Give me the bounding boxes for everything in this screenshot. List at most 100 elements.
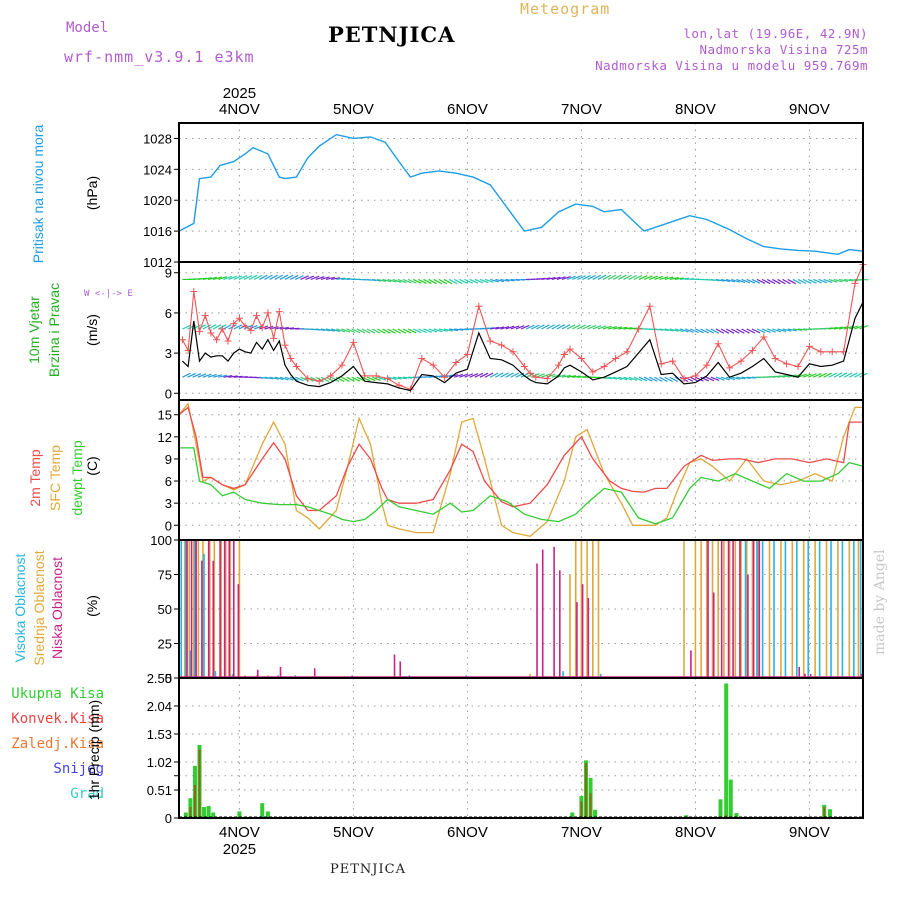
wind-arrow: [710, 278, 720, 282]
date-label-bottom: 9NOV: [789, 824, 830, 841]
wind-arrow: [767, 328, 776, 333]
y-tick-label: 6: [165, 306, 172, 321]
wind-arrow: [264, 325, 274, 330]
wind-arrow: [546, 276, 556, 281]
wind-gust-marker: [805, 342, 813, 350]
y-tick-label: 15: [158, 408, 172, 423]
wind-arrow: [479, 278, 489, 284]
wind-arrow: [623, 274, 632, 280]
y-tick-label: 75: [158, 568, 172, 583]
y-tick-label: 0: [165, 811, 172, 826]
date-label-bottom: 8NOV: [675, 824, 716, 841]
wind-arrow: [643, 275, 653, 280]
wind-gust-marker: [851, 279, 859, 287]
wind-arrow: [387, 376, 397, 380]
pressure-line: [178, 133, 864, 256]
wind-arrow: [849, 325, 859, 330]
wind-arrow: [510, 325, 520, 330]
wind-gust-marker: [475, 302, 483, 310]
wind-gust-marker: [783, 360, 791, 368]
y-tick-label: 1.53: [147, 727, 172, 742]
wind-arrow: [582, 324, 591, 330]
wind-gust-marker: [418, 354, 426, 362]
wind-arrow: [756, 278, 766, 284]
wind-arrow: [710, 328, 720, 334]
wind-arrow: [618, 376, 628, 381]
wind-gust-marker: [281, 341, 289, 349]
temp-2m-line: [178, 406, 863, 512]
precip-total-bar: [202, 807, 207, 818]
wind-arrow: [674, 277, 684, 281]
wind-arrow: [782, 278, 791, 285]
wind-arrow: [372, 278, 382, 282]
wind-gust-marker: [486, 337, 494, 345]
wind-arrow: [402, 376, 413, 379]
wind-arrow: [464, 278, 473, 284]
date-label-bottom: 4NOV: [219, 824, 260, 841]
wind-arrow: [777, 278, 786, 285]
wind-arrow: [736, 278, 746, 284]
wind-arrow: [341, 376, 350, 382]
wind-arrow: [525, 324, 535, 330]
wind-arrow: [433, 278, 442, 285]
wind-gust-marker: [178, 336, 186, 344]
wind-arrow: [279, 376, 289, 381]
wind-arrow: [751, 328, 761, 334]
precip-conv-bar: [193, 785, 196, 818]
wind-arrow: [295, 275, 304, 280]
wind-arrow: [833, 278, 843, 283]
wind-gust-marker: [452, 358, 460, 366]
wind-arrow: [495, 326, 505, 330]
wind-gust-marker: [463, 350, 471, 358]
precip-total-bar: [724, 683, 729, 818]
wind-arrow: [449, 328, 459, 332]
wind-arrow: [331, 328, 341, 333]
wind-arrow: [772, 328, 782, 333]
wind-arrow: [259, 274, 268, 280]
wind-arrow: [710, 376, 720, 382]
wind-arrow: [833, 326, 843, 330]
y-tick-label: 6: [165, 474, 172, 489]
wind-gust-marker: [817, 348, 825, 356]
wind-gust-marker: [691, 372, 699, 380]
wind-arrow: [602, 325, 612, 330]
wind-arrow: [279, 274, 289, 280]
wind-arrow: [484, 372, 494, 378]
wind-arrow: [289, 274, 299, 280]
wind-arrow: [567, 375, 577, 378]
wind-arrow: [223, 275, 233, 280]
wind-arrow: [454, 373, 464, 378]
wind-gust-marker: [509, 348, 517, 356]
wind-arrow: [233, 275, 243, 280]
wind-arrow: [315, 276, 325, 280]
wind-arrow: [418, 278, 427, 285]
date-label-top: 7NOV: [561, 101, 602, 118]
wind-arrow: [690, 376, 699, 382]
lonlat-label: lon,lat (19.96E, 42.9N): [683, 26, 868, 41]
wind-arrow: [315, 376, 325, 382]
wind-speed-line: [181, 301, 864, 392]
wind-gust-marker: [589, 368, 597, 376]
wind-gust-marker: [657, 360, 665, 368]
wind-arrow: [423, 278, 432, 285]
wind-arrow: [828, 372, 838, 378]
wind-arrow: [407, 278, 417, 284]
wind-gust-marker: [669, 357, 677, 365]
wind-gust-marker: [292, 363, 300, 371]
wind-gust-marker: [270, 334, 278, 342]
model-name: wrf-nmm_v3.9.1 e3km: [64, 48, 255, 66]
wind-gust-marker: [429, 361, 437, 369]
wind-arrow: [726, 376, 736, 381]
wind-arrow: [243, 274, 253, 280]
wind-gust-marker: [201, 312, 209, 320]
wind-arrow: [561, 275, 571, 280]
wind-gust-line: [181, 264, 864, 390]
precip-legend-total: Ukupna Kisa: [11, 686, 104, 702]
wind-arrow: [541, 277, 551, 281]
wind-arrow: [720, 376, 730, 381]
wind-arrow: [654, 376, 663, 382]
wind-arrow: [608, 325, 618, 330]
wind-gust-marker: [680, 375, 688, 383]
wind-arrow: [551, 276, 561, 280]
wind-arrow: [274, 376, 284, 381]
